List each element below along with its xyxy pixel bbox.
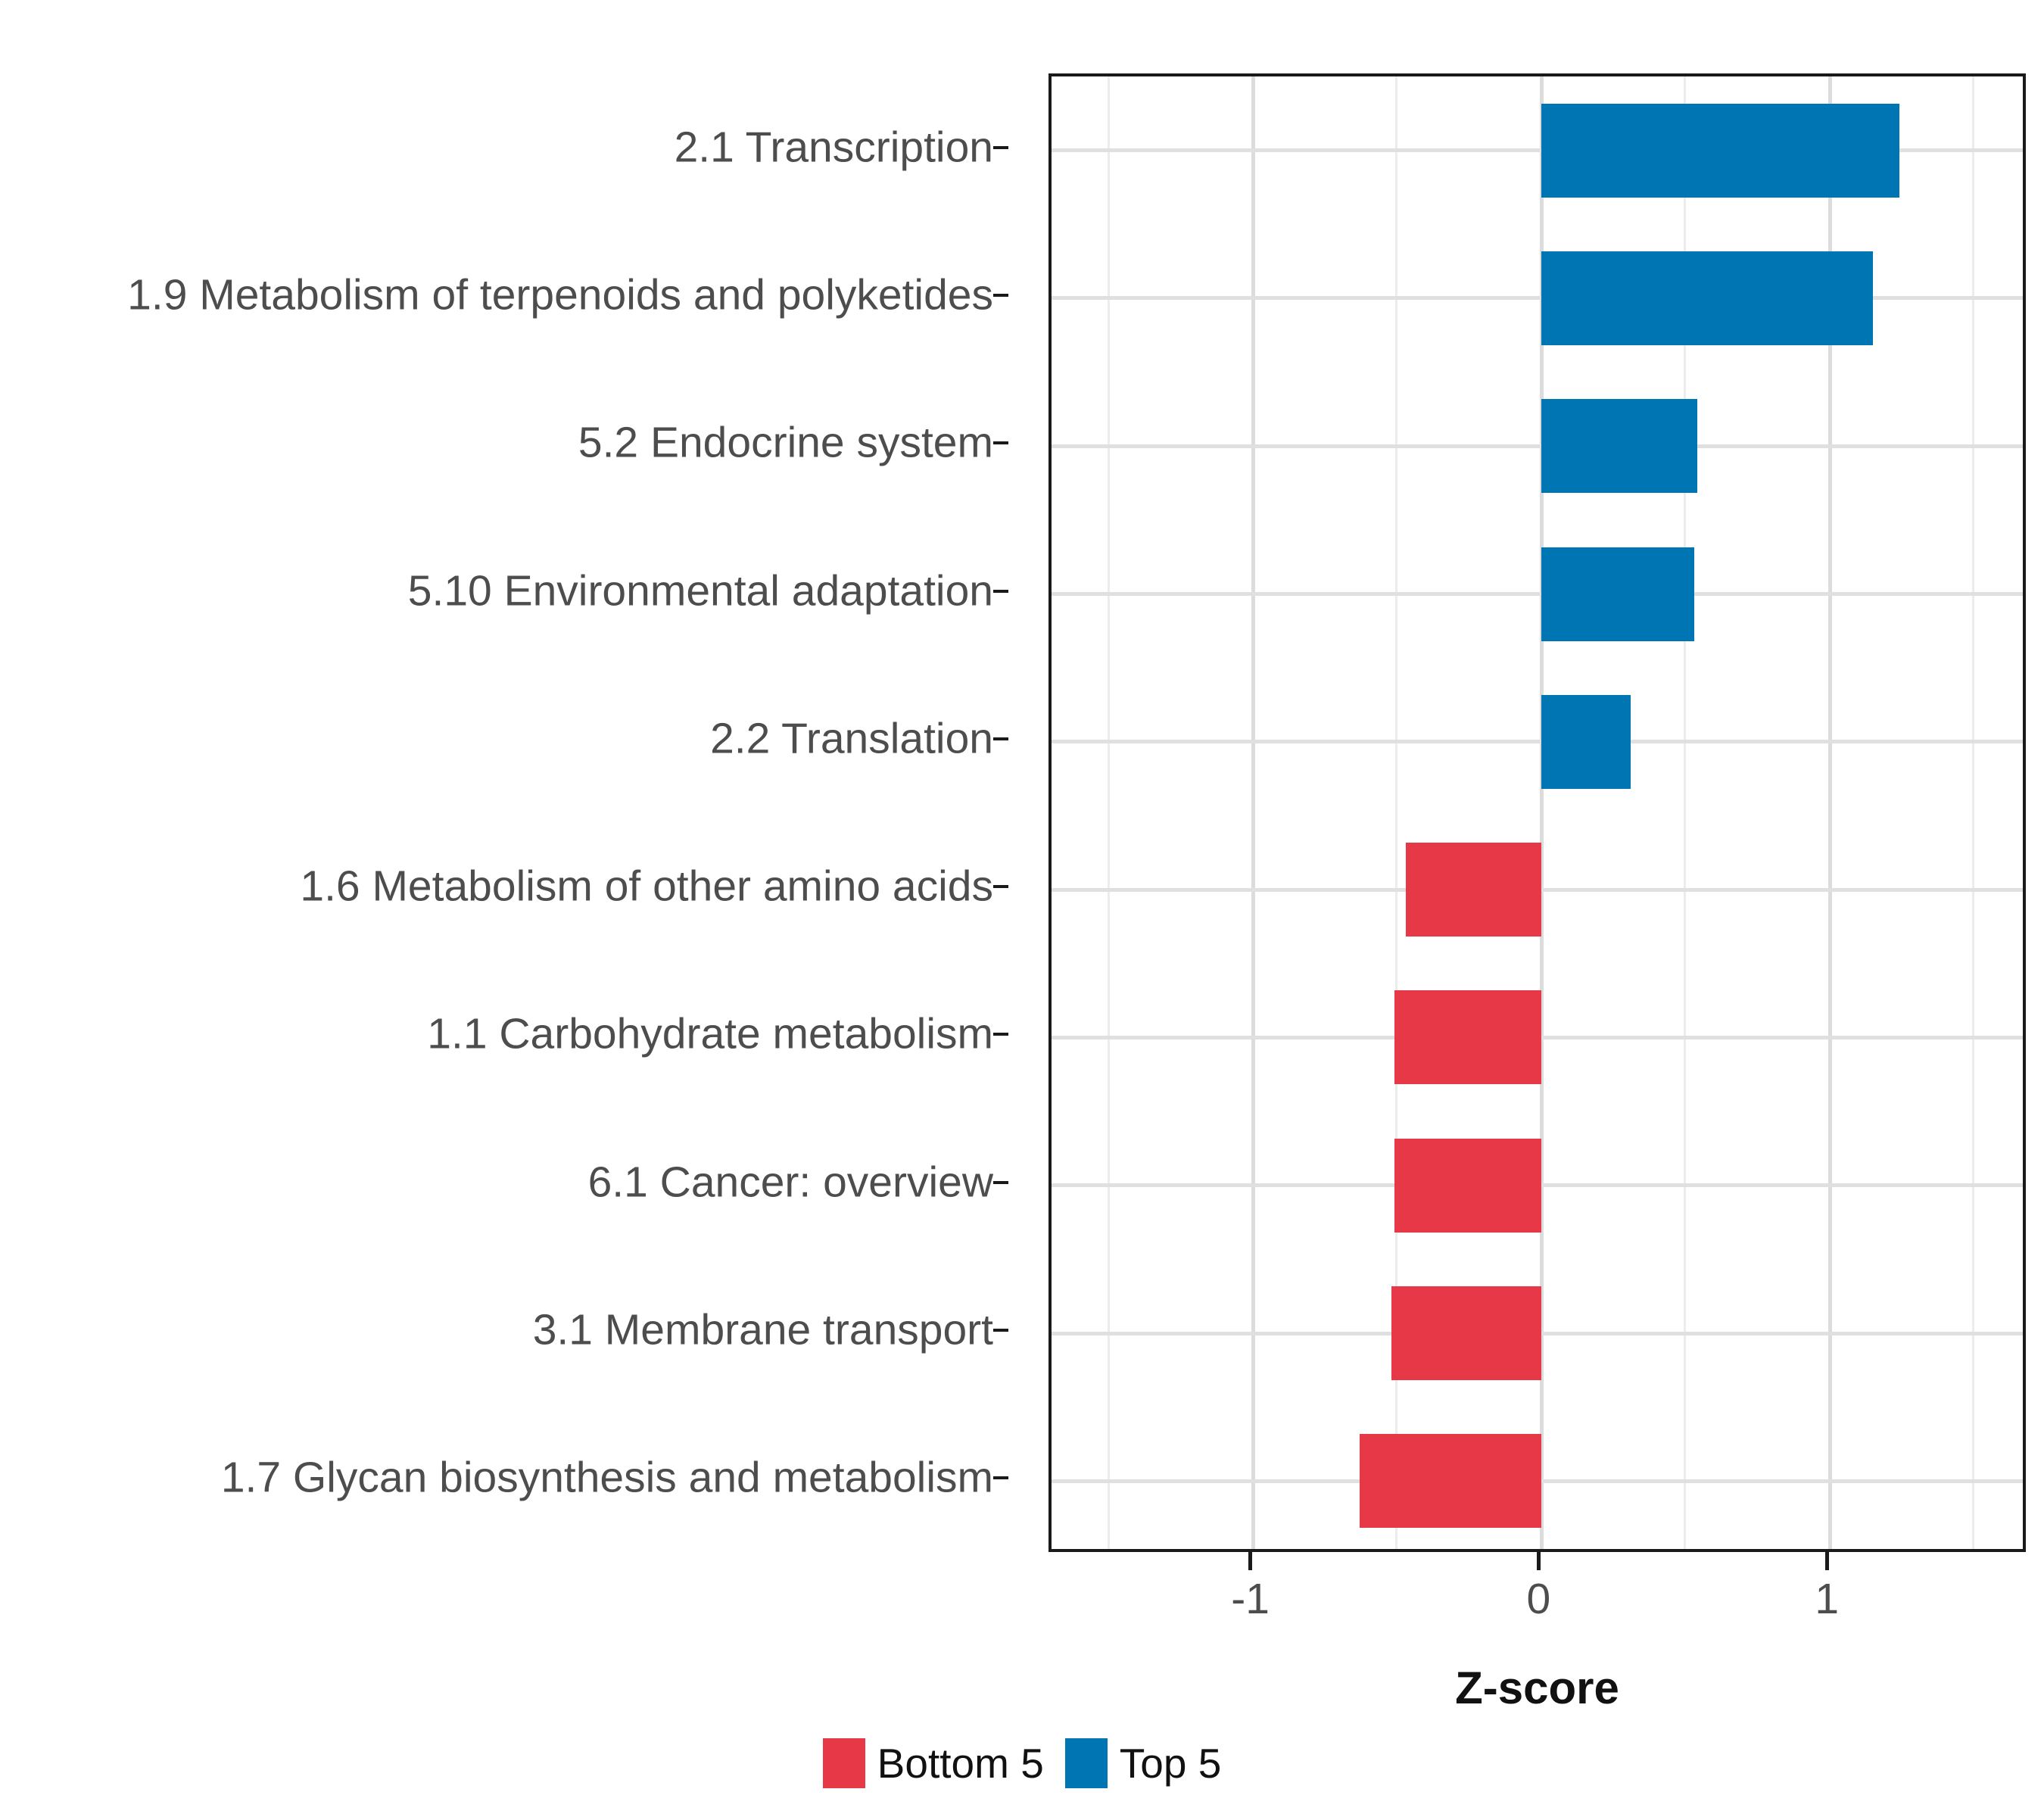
y-axis-tick: [993, 589, 1008, 593]
y-axis-label: 6.1 Cancer: overview: [587, 1158, 993, 1207]
x-axis-tick-label: 1: [1815, 1575, 1840, 1623]
gridline-vertical-minor: [1107, 76, 1110, 1549]
x-axis-tick: [1536, 1552, 1541, 1570]
y-axis-tick: [993, 1180, 1008, 1184]
gridline-horizontal: [1052, 296, 2023, 301]
legend-item-bottom5: Bottom 5: [822, 1738, 1044, 1788]
y-axis-tick: [993, 1329, 1008, 1332]
bar: [1541, 694, 1631, 789]
gridline-horizontal: [1052, 444, 2023, 448]
y-axis-category-labels: 2.1 Transcription 1.9 Metabolism of terpe…: [0, 73, 1030, 1552]
y-axis-label: 5.10 Environmental adaptation: [407, 566, 993, 616]
gridline-vertical-minor: [1395, 76, 1398, 1549]
bar: [1541, 103, 1899, 198]
gridline-vertical-minor: [1972, 76, 1975, 1549]
y-axis-tick: [993, 1476, 1008, 1480]
y-axis-tick: [993, 1033, 1008, 1036]
x-axis-tick: [1824, 1552, 1829, 1570]
y-axis-tick: [993, 441, 1008, 445]
x-axis-title: Z-score: [1455, 1663, 1619, 1713]
bar: [1541, 547, 1695, 641]
y-axis-tick: [993, 145, 1008, 149]
legend-label-top5: Top 5: [1119, 1739, 1222, 1787]
y-axis-label: 1.6 Metabolism of other amino acids: [300, 862, 993, 911]
legend-item-top5: Top 5: [1064, 1738, 1222, 1788]
x-axis-tick-label: 0: [1526, 1575, 1551, 1623]
y-axis-label: 2.2 Translation: [710, 714, 993, 763]
gridline-vertical: [1827, 76, 1832, 1549]
gridline-vertical-minor: [1684, 76, 1687, 1549]
y-axis-label: 3.1 Membrane transport: [532, 1305, 993, 1354]
plot-panel: [1048, 73, 2026, 1552]
y-axis-tick: [993, 885, 1008, 889]
gridline-horizontal: [1052, 592, 2023, 597]
bar: [1394, 990, 1542, 1085]
gridline-horizontal: [1052, 740, 2023, 744]
gridline-vertical: [1539, 76, 1544, 1549]
legend-swatch-bottom5-icon: [822, 1738, 865, 1788]
bar: [1394, 1138, 1542, 1233]
x-axis-tick: [1248, 1552, 1253, 1570]
legend-swatch-top5-icon: [1064, 1738, 1108, 1788]
bar: [1391, 1286, 1542, 1381]
bar: [1406, 843, 1542, 937]
bar: [1360, 1434, 1542, 1529]
y-axis-label: 5.2 Endocrine system: [578, 418, 993, 467]
bar: [1541, 399, 1698, 494]
y-axis-tick: [993, 737, 1008, 740]
chart-legend: Bottom 5 Top 5: [0, 1738, 2044, 1788]
y-axis-label: 1.9 Metabolism of terpenoids and polyket…: [127, 270, 993, 319]
bar: [1541, 251, 1874, 345]
y-axis-label: 1.7 Glycan biosynthesis and metabolism: [220, 1453, 993, 1502]
y-axis-label: 1.1 Carbohydrate metabolism: [427, 1009, 993, 1058]
gridline-horizontal: [1052, 148, 2023, 153]
x-axis-tick-label: -1: [1231, 1575, 1270, 1623]
y-axis-tick: [993, 293, 1008, 297]
gridline-vertical: [1251, 76, 1256, 1549]
y-axis-label: 2.1 Transcription: [674, 123, 993, 172]
legend-label-bottom5: Bottom 5: [877, 1739, 1044, 1787]
